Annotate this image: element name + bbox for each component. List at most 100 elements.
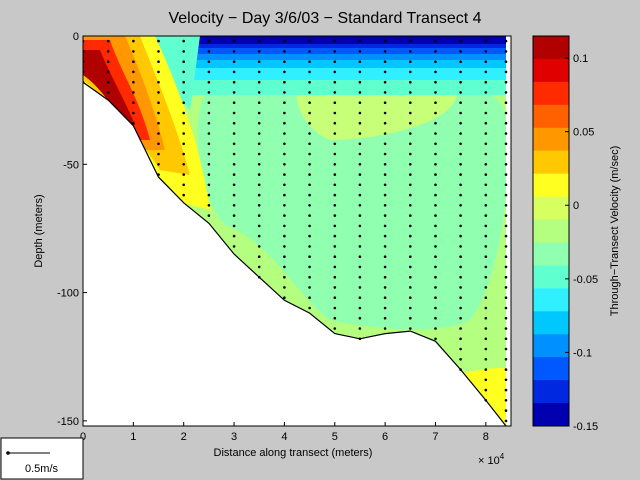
surface-band — [148, 60, 506, 68]
measurement-point — [283, 163, 286, 166]
measurement-point — [358, 327, 362, 330]
measurement-point — [484, 193, 488, 197]
measurement-point — [182, 111, 185, 115]
measurement-point — [257, 214, 261, 217]
measurement-point — [257, 91, 261, 94]
measurement-point — [283, 214, 286, 217]
measurement-point — [333, 296, 337, 300]
measurement-point — [283, 255, 286, 258]
measurement-point — [257, 245, 261, 248]
measurement-point — [383, 80, 387, 84]
measurement-point — [484, 255, 488, 258]
x-tick-label: 6 — [382, 431, 388, 443]
measurement-point — [383, 152, 387, 156]
measurement-point — [333, 111, 337, 115]
measurement-points — [83, 39, 508, 423]
measurement-point — [132, 70, 135, 74]
measurement-point — [207, 142, 211, 146]
measurement-point — [484, 316, 488, 320]
measurement-point — [459, 142, 462, 146]
x-tick-label: 1 — [130, 431, 136, 443]
measurement-point — [504, 50, 508, 53]
velocity-field — [83, 36, 506, 426]
measurement-point — [484, 286, 488, 289]
measurement-point — [358, 245, 362, 248]
measurement-point — [409, 70, 412, 74]
measurement-point — [409, 214, 412, 217]
x-tick-label: 7 — [432, 431, 438, 443]
measurement-point — [459, 173, 462, 176]
measurement-point — [308, 296, 311, 300]
measurement-point — [333, 234, 337, 238]
x-multiplier-exp: 4 — [500, 452, 505, 461]
measurement-point — [383, 50, 387, 53]
measurement-point — [383, 255, 387, 258]
colorbar-segment — [533, 265, 569, 289]
measurement-point — [358, 306, 362, 310]
measurement-point — [358, 224, 362, 228]
measurement-point — [333, 327, 337, 330]
measurement-point — [283, 204, 286, 207]
colorbar-segment — [533, 311, 569, 335]
measurement-point — [358, 152, 362, 156]
measurement-point — [257, 101, 261, 104]
measurement-point — [157, 60, 160, 63]
measurement-point — [459, 193, 462, 197]
measurement-point — [434, 132, 437, 135]
measurement-point — [333, 121, 337, 125]
measurement-point — [257, 265, 261, 269]
measurement-point — [132, 60, 135, 63]
measurement-point — [182, 91, 185, 94]
measurement-point — [308, 306, 311, 310]
measurement-point — [257, 193, 261, 197]
measurement-point — [383, 163, 387, 166]
measurement-point — [504, 152, 508, 156]
measurement-point — [132, 80, 135, 84]
colorbar — [532, 35, 570, 427]
water-column — [83, 36, 506, 426]
measurement-point — [484, 388, 488, 392]
measurement-point — [157, 152, 160, 156]
measurement-point — [484, 234, 488, 238]
measurement-point — [333, 142, 337, 146]
measurement-point — [504, 60, 508, 63]
measurement-point — [459, 265, 462, 269]
measurement-point — [308, 70, 311, 74]
measurement-point — [434, 142, 437, 146]
measurement-point — [333, 214, 337, 217]
measurement-point — [504, 173, 508, 176]
measurement-point — [459, 214, 462, 217]
measurement-point — [132, 111, 135, 115]
measurement-point — [182, 132, 185, 135]
measurement-point — [383, 60, 387, 63]
measurement-point — [283, 152, 286, 156]
measurement-point — [132, 39, 135, 43]
measurement-point — [434, 70, 437, 74]
surface-band — [140, 36, 506, 44]
y-axis-ticks: 0 -50 -100 -150 — [57, 31, 87, 428]
measurement-point — [409, 275, 412, 279]
measurement-point — [257, 204, 261, 207]
measurement-point — [504, 409, 508, 412]
measurement-point — [409, 50, 412, 53]
surface-band — [146, 54, 506, 60]
measurement-point — [358, 132, 362, 135]
measurement-point — [484, 337, 488, 341]
measurement-point — [484, 183, 488, 187]
measurement-point — [383, 142, 387, 146]
scale-arrow-dot — [6, 451, 10, 455]
measurement-point — [504, 142, 508, 146]
measurement-point — [283, 101, 286, 104]
measurement-point — [383, 173, 387, 176]
measurement-point — [207, 70, 211, 74]
colorbar-segment — [533, 173, 569, 198]
measurement-point — [484, 214, 488, 217]
colorbar-segment — [533, 219, 569, 243]
measurement-point — [459, 50, 462, 53]
measurement-point — [504, 121, 508, 125]
measurement-point — [459, 286, 462, 289]
measurement-point — [257, 60, 261, 63]
measurement-point — [434, 224, 437, 228]
colorbar-segment — [533, 380, 569, 404]
colorbar-segment — [533, 81, 569, 106]
